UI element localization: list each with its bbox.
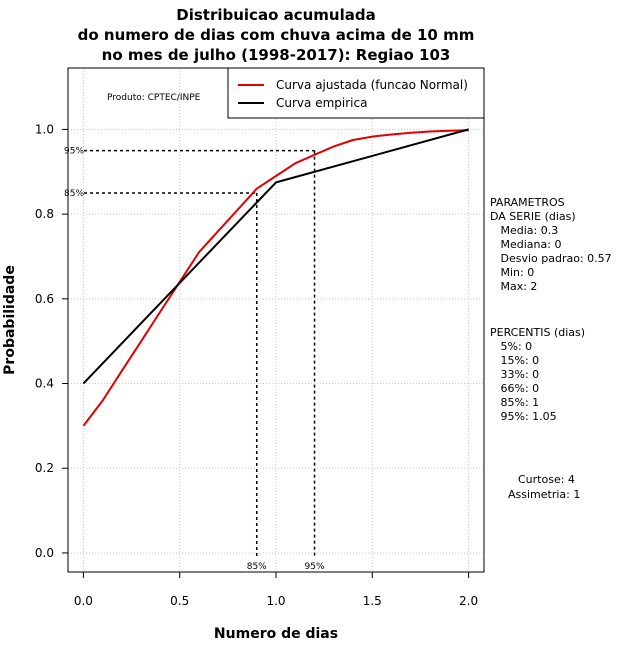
chart-title-line: no mes de julho (1998-2017): Regiao 103 (102, 46, 451, 64)
y-tick-label: 1.0 (35, 122, 54, 136)
y-tick-label: 0.2 (35, 461, 54, 475)
y-tick-label: 0.0 (35, 546, 54, 560)
curtose-text: Curtose: 4 (518, 473, 575, 486)
percentile-y-label: 85% (64, 189, 84, 199)
percentis-line: 66%: 0 (490, 382, 540, 395)
y-tick-label: 0.4 (35, 377, 54, 391)
y-tick-label: 0.8 (35, 207, 54, 221)
parametros-line: Desvio padrao: 0.57 (490, 252, 612, 265)
grid (68, 68, 484, 572)
legend-label: Curva empirica (276, 96, 367, 110)
assimetria-text: Assimetria: 1 (508, 488, 581, 501)
y-axis-title: Probabilidade (2, 265, 18, 375)
x-tick-label: 0.5 (170, 594, 189, 608)
percentile-markers: 85% 85% 95% 95% (64, 147, 325, 572)
legend: Curva ajustada (funcao Normal) Curva empi… (227, 67, 485, 119)
percentis-line: 5%: 0 (490, 340, 533, 353)
chart-title-line: do numero de dias com chuva acima de 10 … (78, 26, 475, 44)
parametros-line: PARAMETROS (490, 196, 565, 209)
series-line-fitted-normal (82, 129, 469, 427)
parametros-line: Media: 0.3 (490, 224, 559, 237)
y-axis: 0.0 0.2 0.4 0.6 0.8 1.0 (35, 122, 68, 560)
percentile-y-label: 95% (64, 147, 84, 157)
series-line-empirical (82, 128, 469, 385)
percentis-line: 85%: 1 (490, 396, 540, 409)
chart-title-line: Distribuicao acumulada (176, 6, 375, 24)
parametros-line: DA SERIE (dias) (490, 210, 576, 223)
x-tick-label: 2.0 (459, 594, 478, 608)
percentis-line: 95%: 1.05 (490, 410, 557, 423)
parametros-line: Min: 0 (490, 266, 535, 279)
x-tick-label: 1.5 (363, 594, 382, 608)
percentis-block: PERCENTIS (dias) 5%: 0 15%: 0 33%: 0 66%… (490, 326, 585, 424)
x-tick-label: 1.0 (266, 594, 285, 608)
y-tick-label: 0.6 (35, 292, 54, 306)
chart-title: Distribuicao acumulada do numero de dias … (78, 6, 475, 64)
product-annotation: Produto: CPTEC/INPE (107, 93, 201, 103)
parametros-line: Max: 2 (490, 280, 538, 293)
percentis-line: PERCENTIS (dias) (490, 326, 586, 339)
parametros-line: Mediana: 0 (490, 238, 562, 251)
legend-label: Curva ajustada (funcao Normal) (276, 78, 468, 92)
legend-box (227, 67, 485, 119)
x-axis: 0.0 0.5 1.0 1.5 2.0 (74, 572, 478, 608)
x-tick-label: 0.0 (74, 594, 93, 608)
percentile-x-label: 85% (247, 562, 267, 572)
parametros-block: PARAMETROS DA SERIE (dias) Media: 0.3 Med… (490, 196, 612, 294)
series-lines (82, 128, 469, 427)
percentis-line: 33%: 0 (490, 368, 540, 381)
percentile-x-label: 95% (305, 562, 325, 572)
x-axis-title: Numero de dias (214, 626, 338, 642)
percentis-line: 15%: 0 (490, 354, 540, 367)
